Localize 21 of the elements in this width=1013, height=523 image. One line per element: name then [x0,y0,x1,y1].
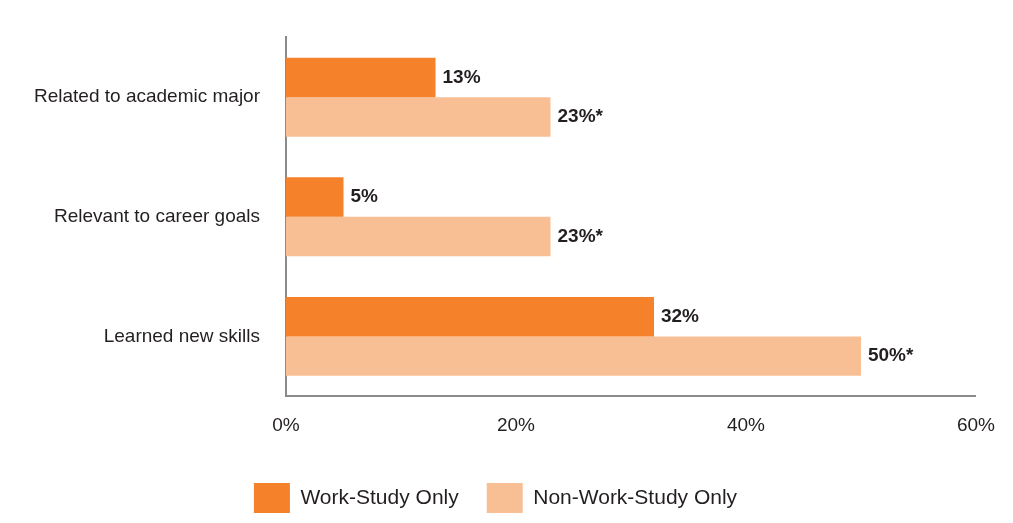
data-label: 50%* [867,344,915,366]
data-label: 23%* [557,105,604,127]
bar [286,216,551,257]
bar [286,57,436,98]
x-tick-label: 40% [726,413,766,435]
data-label: 23%* [557,224,604,246]
bar [286,336,861,376]
x-tick-label: 20% [496,413,536,435]
data-label: 32% [660,304,700,326]
legend-label: Non-Work-Study Only [533,484,738,508]
bar [286,296,654,337]
y-tick-label: Related to academic major [34,85,261,107]
data-label: 5% [350,185,379,207]
bar [286,177,344,217]
data-label: 13% [442,65,481,87]
legend-label: Work-Study Only [300,484,460,508]
y-tick-label: Learned new skills [103,324,260,346]
x-tick-label: 0% [272,413,300,435]
x-tick-label: 60% [956,413,996,435]
y-tick-label: Relevant to career goals [54,205,260,227]
bar [286,97,551,137]
